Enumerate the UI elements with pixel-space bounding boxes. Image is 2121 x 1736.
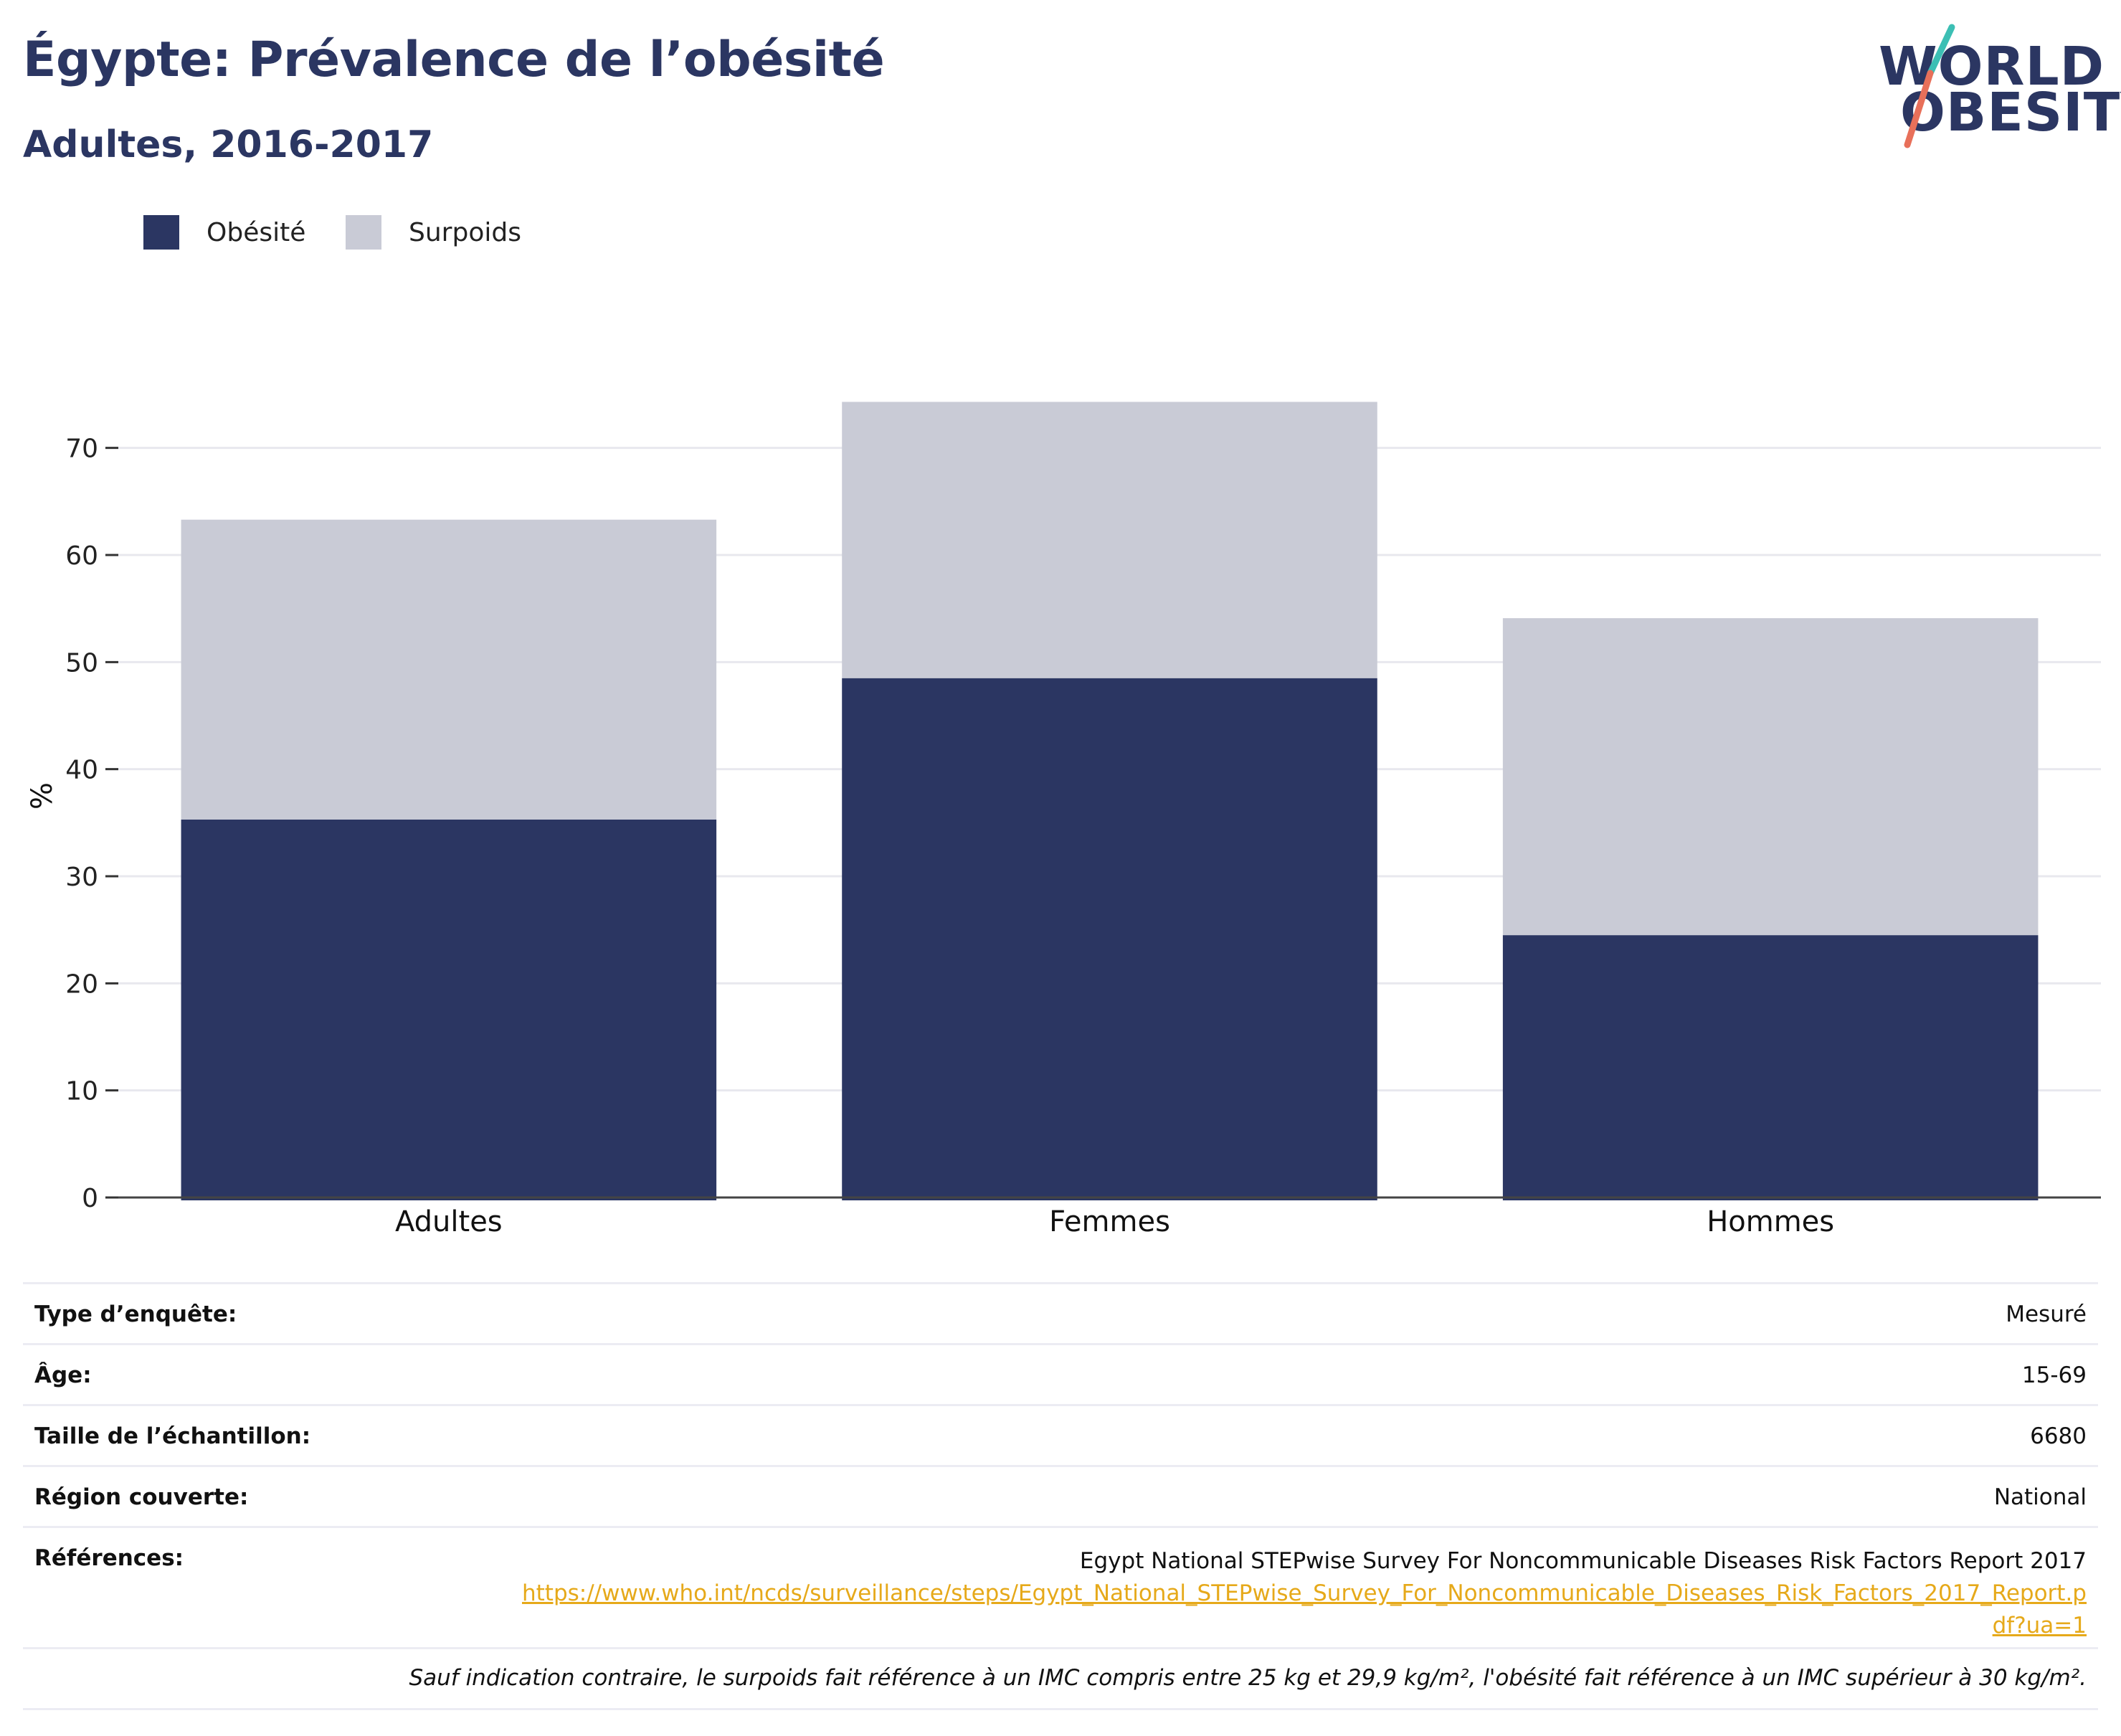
info-label: Taille de l’échantillon: <box>34 1423 311 1449</box>
y-axis-label: % <box>26 782 59 810</box>
info-row-age: Âge: 15-69 <box>23 1343 2098 1404</box>
definition-note: Sauf indication contraire, le surpoids f… <box>409 1665 2087 1691</box>
x-tick-label: Adultes <box>395 1205 503 1238</box>
bar-obesity-adultes <box>181 819 717 1200</box>
legend-swatch-obesity <box>143 215 179 250</box>
info-label: Type d’enquête: <box>34 1301 237 1327</box>
y-tick-label: 40 <box>65 756 98 785</box>
info-label: Références: <box>34 1545 184 1571</box>
legend-label-overweight: Surpoids <box>409 218 521 247</box>
bar-obesity-hommes <box>1502 935 2039 1200</box>
legend-label-obesity: Obésité <box>207 218 306 247</box>
bar-obesity-femmes <box>842 678 1377 1200</box>
y-tick-label: 10 <box>65 1077 98 1106</box>
survey-info-table: Type d’enquête: Mesuré Âge: 15-69 Taille… <box>23 1282 2098 1710</box>
info-row-note: Sauf indication contraire, le surpoids f… <box>23 1647 2098 1710</box>
chart-title: Égypte: Prévalence de l’obésité <box>23 32 885 88</box>
stacked-bar-chart: 0 10 20 30 40 50 60 70% Adultes Femmes Hommes <box>26 402 2101 1238</box>
legend-swatch-overweight <box>346 215 381 250</box>
info-label: Âge: <box>34 1362 92 1388</box>
info-value: Mesuré <box>2006 1301 2087 1327</box>
y-tick-label: 70 <box>65 435 98 464</box>
info-row-survey-type: Type d’enquête: Mesuré <box>23 1282 2098 1343</box>
y-tick-label: 20 <box>65 969 98 999</box>
logo-line-1: WORLD <box>1879 36 2105 98</box>
bar-overweight-adultes <box>181 519 717 820</box>
info-label: Région couverte: <box>34 1484 249 1510</box>
world-obesity-logo: WORLD OBESITY <box>1871 22 2121 151</box>
y-tick-label: 60 <box>65 541 98 571</box>
y-tick-label: 0 <box>82 1184 98 1213</box>
x-tick-label: Femmes <box>1049 1205 1170 1238</box>
y-tick-label: 50 <box>65 648 98 678</box>
chart-subtitle: Adultes, 2016-2017 <box>23 123 434 166</box>
logo-line-2: OBESITY <box>1900 82 2121 143</box>
x-tick-label: Hommes <box>1707 1205 1834 1238</box>
logo-slash-icon <box>1904 24 1955 148</box>
info-value: National <box>1993 1484 2087 1510</box>
bar-overweight-hommes <box>1502 618 2039 936</box>
info-row-references: Références: Egypt National STEPwise Surv… <box>23 1526 2098 1647</box>
info-value: 6680 <box>2030 1423 2087 1449</box>
reference-link[interactable]: https://www.who.int/ncds/surveillance/st… <box>521 1580 2087 1638</box>
bar-overweight-femmes <box>842 402 1377 678</box>
y-tick-label: 30 <box>65 863 98 892</box>
reference-block: Egypt National STEPwise Survey For Nonco… <box>509 1545 2087 1642</box>
info-row-sample-size: Taille de l’échantillon: 6680 <box>23 1404 2098 1465</box>
info-row-region: Région couverte: National <box>23 1465 2098 1526</box>
info-value: 15-69 <box>2021 1362 2087 1388</box>
reference-text: Egypt National STEPwise Survey For Nonco… <box>1079 1548 2087 1574</box>
